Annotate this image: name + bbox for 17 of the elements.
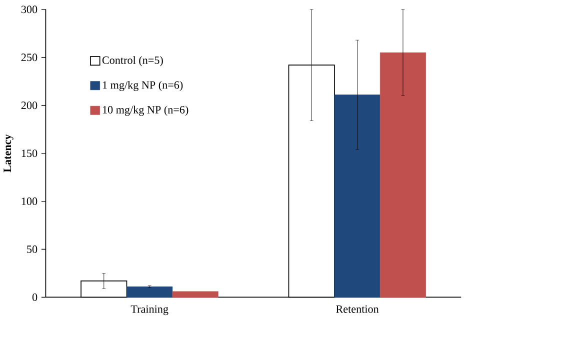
y-tick-label: 300 <box>21 6 38 14</box>
y-tick-label: 250 <box>21 54 38 62</box>
y-tick-label: 100 <box>22 198 38 206</box>
y-tick-label: 200 <box>21 102 38 110</box>
y-tick-label: 150 <box>22 150 38 158</box>
bar <box>334 94 380 298</box>
y-tick-label: 50 <box>27 246 38 254</box>
y-tick-label: 0 <box>32 294 38 302</box>
x-tick-label: Retention <box>336 306 379 314</box>
bar <box>126 286 173 298</box>
legend-label: Control (n=5) <box>102 56 163 66</box>
y-axis-title: Latency <box>4 134 14 172</box>
legend-label: 10 mg/kg NP (n=6) <box>102 106 188 116</box>
bar <box>172 291 218 298</box>
bar <box>380 52 426 298</box>
legend-label: 1 mg/kg NP (n=6) <box>102 81 183 92</box>
x-tick-label: Training <box>130 306 168 316</box>
